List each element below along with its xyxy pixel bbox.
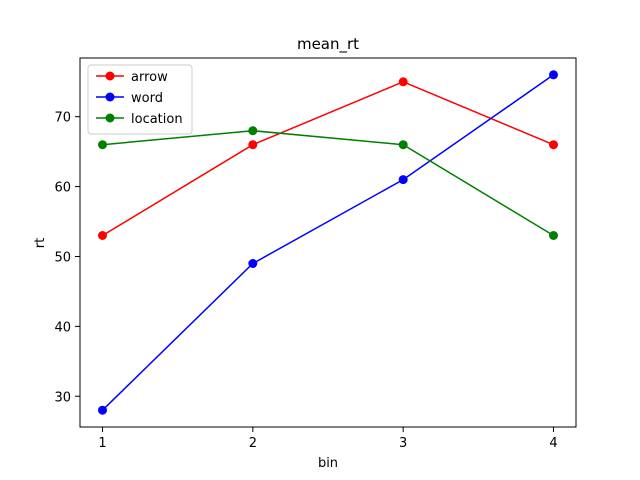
y-tick-label: 40: [54, 320, 71, 335]
legend-label-word: word: [131, 91, 163, 106]
y-tick-label: 60: [54, 181, 71, 196]
x-tick-label: 1: [98, 436, 106, 451]
y-axis-label: rt: [33, 238, 48, 248]
data-point-location-2: [248, 126, 258, 136]
legend-marker-arrow: [105, 71, 115, 81]
series-line-location: [102, 129, 554, 237]
data-point-location-3: [398, 140, 408, 150]
legend-label-arrow: arrow: [131, 70, 168, 85]
data-point-location-1: [98, 140, 107, 150]
plot-frame: [79, 57, 577, 428]
y-tick-label: 30: [54, 390, 71, 405]
chart-title: mean_rt: [297, 35, 359, 54]
x-axis-label: bin: [318, 456, 338, 471]
data-point-arrow-3: [398, 77, 408, 87]
axes: 1 2 3 4 30 40 50 60 70: [54, 57, 577, 451]
plot-area: [98, 70, 558, 415]
series-line-arrow: [102, 80, 554, 237]
legend-marker-location: [105, 113, 115, 123]
y-tick-label: 70: [54, 111, 71, 126]
data-point-arrow-4: [549, 140, 558, 150]
x-tick-label: 3: [399, 436, 407, 451]
data-point-word-2: [248, 259, 258, 268]
data-point-word-3: [398, 175, 408, 185]
x-tick-label: 2: [249, 436, 257, 451]
x-tick-label: 4: [549, 436, 557, 451]
series-line-word: [101, 74, 554, 411]
data-point-arrow-1: [98, 231, 107, 240]
data-point-location-4: [549, 231, 558, 240]
legend: arrow word location: [87, 64, 193, 135]
legend-label-location: location: [131, 112, 183, 127]
data-point-word-4: [549, 70, 558, 80]
data-point-arrow-2: [248, 140, 258, 150]
legend-marker-word: [105, 92, 115, 102]
y-tick-label: 50: [54, 250, 71, 265]
data-point-word-1: [98, 405, 107, 415]
